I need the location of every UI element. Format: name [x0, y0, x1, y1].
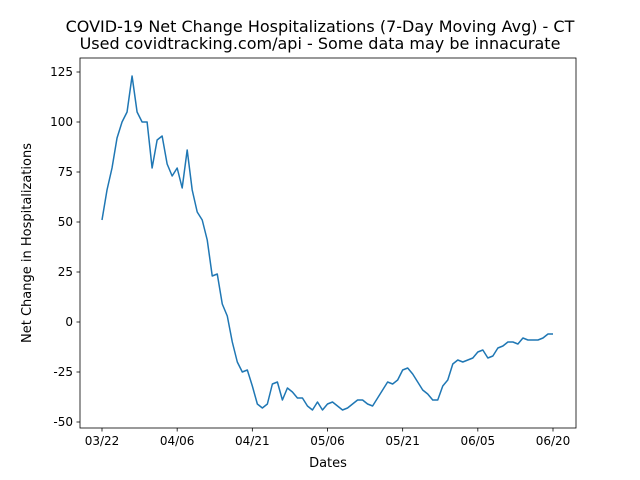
x-tick-label: 04/06: [160, 434, 195, 448]
x-axis-label: Dates: [309, 456, 347, 471]
plot-area: -50 -25 0 25 50 75 100 125 03/22 04/06 04/21 05/06 0…: [50, 57, 577, 448]
chart-subtitle: Used covidtracking.com/api - Some data m…: [80, 34, 561, 53]
x-tick-label: 06/20: [536, 434, 571, 448]
y-tick-label: 100: [50, 115, 73, 129]
y-tick-label: -25: [53, 365, 73, 379]
y-tick-label: 50: [58, 215, 73, 229]
y-tick-label: 25: [58, 265, 73, 279]
plot-frame: [79, 57, 577, 429]
x-tick-label: 05/06: [310, 434, 345, 448]
x-tick-label: 05/21: [385, 434, 420, 448]
x-tick-label: 06/05: [461, 434, 496, 448]
y-tick-label: 125: [50, 65, 73, 79]
y-axis-label: Net Change in Hospitalizations: [20, 143, 35, 343]
x-tick-label: 04/21: [235, 434, 270, 448]
y-tick-label: 75: [58, 165, 73, 179]
y-tick-label: 0: [65, 315, 73, 329]
y-tick-label: -50: [53, 415, 73, 429]
chart-title: COVID-19 Net Change Hospitalizations (7-…: [66, 17, 575, 36]
series-line: [101, 75, 553, 411]
x-tick-label: 03/22: [85, 434, 120, 448]
